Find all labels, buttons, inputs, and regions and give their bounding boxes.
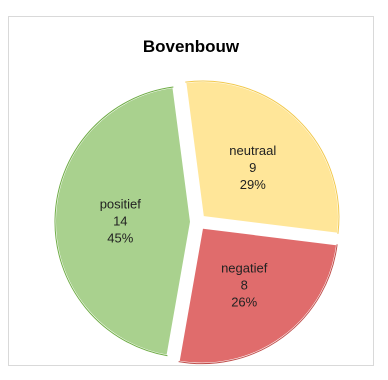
slice-percent-neutraal: 29% [240,177,266,192]
pie-slice-negatief [177,226,339,365]
slice-label-positief: positief [100,196,142,211]
slice-value-neutraal: 9 [249,160,256,175]
slice-percent-negatief: 26% [231,294,257,309]
slice-value-negatief: 8 [241,277,248,292]
slice-percent-positief: 45% [107,230,133,245]
chart-title: Bovenbouw [142,37,240,56]
pie-slice-edge-negatief [178,244,338,365]
pie-slice-edge-neutraal [185,80,340,234]
slice-value-positief: 14 [113,213,127,228]
slice-label-neutraal: neutraal [229,143,276,158]
pie-slice-edge-positief [54,86,174,357]
slice-label-negatief: negatief [221,260,268,275]
